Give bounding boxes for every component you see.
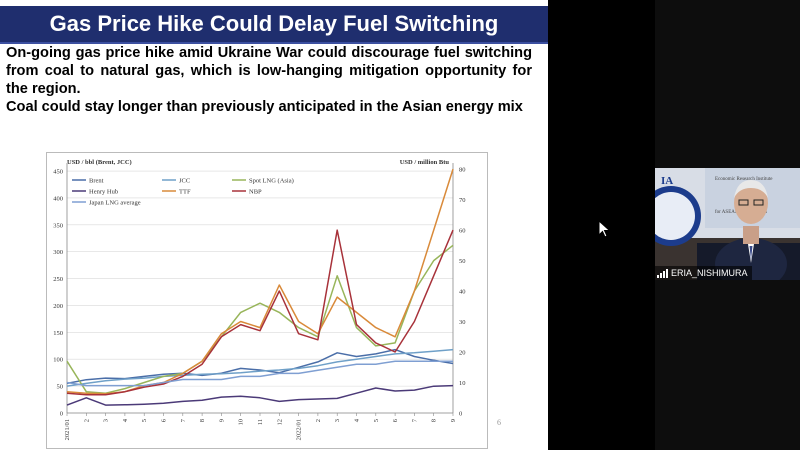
left-axis-label: USD / bbl (Brent, JCC) (67, 159, 132, 166)
x-tick-label: 2 (315, 419, 322, 422)
y-tick-left: 200 (53, 303, 63, 310)
x-tick-label: 11 (257, 419, 264, 425)
x-tick-label: 8 (199, 419, 206, 422)
x-tick-label: 9 (218, 419, 225, 422)
right-axis-label: USD / million Btu (400, 159, 450, 166)
x-tick-label: 7 (411, 418, 418, 422)
x-tick-label: 12 (276, 419, 283, 426)
x-tick-label: 2 (83, 419, 90, 422)
eria-logo: IA (661, 175, 673, 187)
mouse-cursor-icon (598, 220, 611, 238)
legend-label: TTF (179, 189, 191, 196)
y-tick-left: 50 (57, 384, 64, 391)
page-number: 6 (497, 418, 501, 427)
participant-video-feed: IA Economic Research Institute for ASEAN… (655, 168, 800, 280)
legend-label: Japan LNG average (89, 200, 141, 207)
x-tick-label: 4 (122, 418, 129, 422)
x-tick-label: 5 (373, 419, 380, 422)
y-tick-left: 250 (53, 276, 63, 283)
x-tick-label: 10 (238, 419, 245, 426)
x-tick-label: 6 (392, 418, 399, 422)
x-tick-label: 6 (161, 418, 168, 422)
y-tick-right: 40 (459, 289, 466, 296)
series-line (66, 384, 454, 406)
y-tick-left: 100 (53, 357, 63, 364)
slide-body: On-going gas price hike amid Ukraine War… (6, 44, 532, 116)
slide-paragraph-1: On-going gas price hike amid Ukraine War… (6, 45, 532, 97)
series-line (66, 348, 454, 385)
legend-label: NBP (249, 189, 262, 196)
legend-label: JCC (179, 178, 190, 185)
y-tick-left: 400 (53, 195, 63, 202)
series-line (66, 244, 454, 394)
y-tick-left: 0 (60, 411, 63, 418)
x-tick-label: 5 (141, 419, 148, 422)
slide-paragraph-2: Coal could stay longer than previously a… (6, 99, 523, 115)
y-tick-left: 300 (53, 249, 63, 256)
y-tick-right: 10 (459, 380, 466, 387)
y-tick-left: 450 (53, 169, 63, 176)
series-line (66, 229, 454, 396)
slide-title: Gas Price Hike Could Delay Fuel Switchin… (49, 11, 499, 36)
y-tick-right: 60 (459, 228, 466, 235)
y-tick-right: 80 (459, 167, 466, 174)
y-tick-right: 70 (459, 197, 466, 204)
y-tick-left: 150 (53, 330, 63, 337)
price-chart: 0 50 100 150 200 250 300 350 400 450 0 10 20 30 40 50 60… (46, 152, 488, 449)
x-tick-label: 2021/01 (64, 419, 71, 440)
participant-name-tag: ERIA_NISHIMURA (655, 266, 752, 280)
legend-label: Spot LNG (Asia) (249, 178, 294, 185)
y-tick-right: 0 (459, 411, 462, 418)
y-tick-left: 350 (53, 222, 63, 229)
x-tick-label: 7 (180, 418, 187, 422)
price-chart-svg: 0 50 100 150 200 250 300 350 400 450 0 10 20 30 40 50 60… (53, 159, 466, 440)
slide-title-bar: Gas Price Hike Could Delay Fuel Switchin… (0, 6, 548, 44)
background-text-1: Economic Research Institute (715, 177, 773, 182)
legend-label: Henry Hub (89, 189, 118, 196)
x-tick-label: 8 (431, 419, 438, 422)
x-tick-label: 9 (450, 419, 457, 422)
y-tick-right: 30 (459, 319, 466, 326)
y-tick-right: 50 (459, 258, 466, 265)
y-tick-right: 20 (459, 350, 466, 357)
x-tick-label: 3 (103, 419, 110, 422)
x-tick-label: 3 (334, 419, 341, 422)
series-line (66, 348, 454, 387)
participant-name: ERIA_NISHIMURA (671, 268, 748, 278)
presentation-slide: Gas Price Hike Could Delay Fuel Switchin… (0, 0, 548, 450)
signal-strength-icon (657, 268, 668, 278)
x-tick-label: 4 (354, 418, 361, 422)
series-line (66, 360, 453, 387)
x-tick-label: 2022/01 (296, 419, 303, 440)
participant-video-tile[interactable]: IA Economic Research Institute for ASEAN… (655, 168, 800, 280)
legend-label: Brent (89, 178, 104, 185)
